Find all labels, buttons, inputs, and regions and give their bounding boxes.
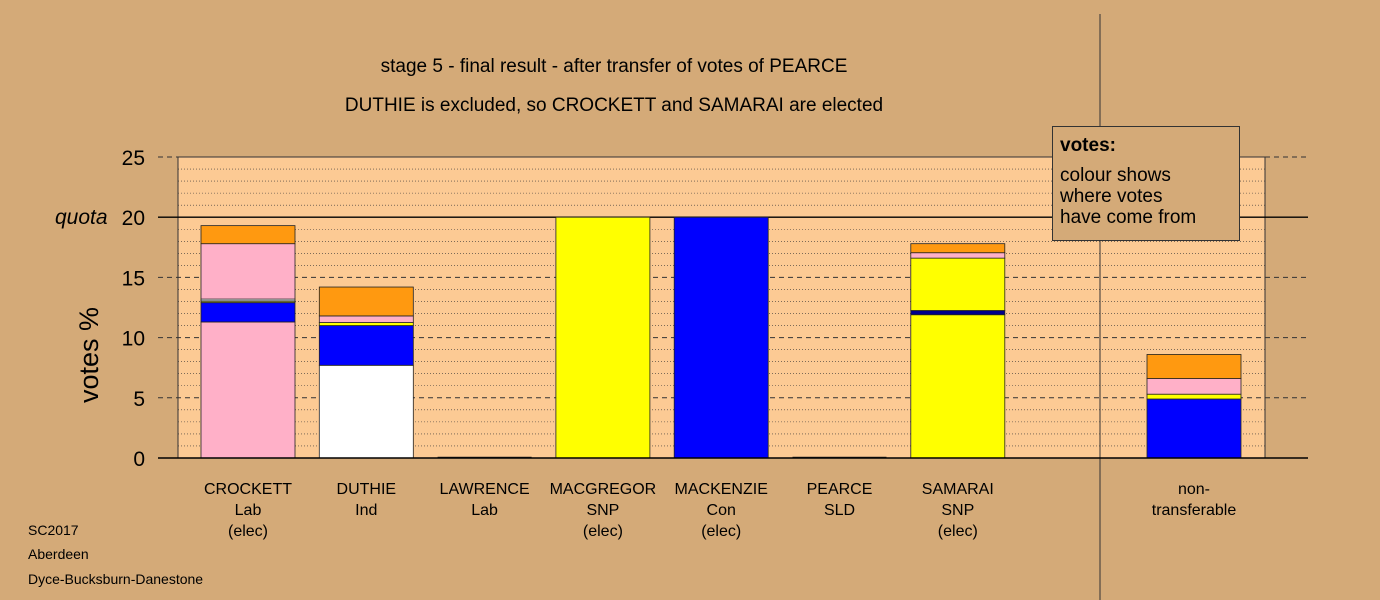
quota-label: quota [55, 206, 108, 229]
axes: 0 5 10 15 20 25 CROCKETT Lab (elec) DUTHIE Ind LAWR… [122, 14, 1308, 600]
bar-crockett-segment [200, 302, 296, 323]
legend-title: votes: [1060, 135, 1116, 156]
candidate-party-label: Lab [235, 502, 262, 519]
legend-line: have come from [1060, 207, 1197, 228]
chart-title: stage 5 - final result - after transfer … [381, 56, 848, 77]
bar-samarai-segment [910, 243, 1006, 254]
bar-crockett-segment [200, 225, 296, 245]
bar-nontransferable-segment [1146, 378, 1242, 395]
candidate-name-label: SAMARAI [922, 481, 994, 498]
y-tick-label: 0 [133, 448, 145, 471]
y-tick-label: 10 [122, 328, 145, 351]
candidate-status-label: (elec) [938, 523, 978, 540]
bar-mackenzie-segment [673, 216, 769, 459]
footer-election: SC2017 [28, 522, 79, 538]
y-axis-label: votes % [74, 307, 104, 403]
bar-duthie-segment [318, 364, 414, 459]
y-tick-label: 15 [122, 267, 145, 290]
bar-duthie-segment [318, 286, 414, 317]
bar-macgregor-segment [555, 216, 651, 459]
chart-subtitle: DUTHIE is excluded, so CROCKETT and SAMA… [345, 95, 883, 116]
candidate-party-label: SLD [824, 502, 855, 519]
candidate-status-label: (elec) [228, 523, 268, 540]
bar-nontransferable-segment [1146, 398, 1242, 459]
candidate-party-label: Con [707, 502, 736, 519]
bar-samarai-segment [910, 314, 1006, 459]
bar-samarai-segment [910, 310, 1006, 316]
bar-samarai-segment [910, 257, 1006, 311]
candidate-party-label: Ind [355, 502, 377, 519]
bar-nontransferable-segment [1146, 393, 1242, 400]
candidate-name-label: PEARCE [807, 481, 873, 498]
candidate-name-label: DUTHIE [337, 481, 397, 498]
y-tick-label: 5 [133, 388, 145, 411]
bar-crockett-segment [200, 243, 296, 300]
bar-crockett-segment [200, 321, 296, 459]
candidate-party-label: SNP [941, 502, 974, 519]
legend-line: colour shows [1060, 165, 1171, 186]
legend-line: where votes [1060, 186, 1163, 207]
candidate-status-label: (elec) [701, 523, 741, 540]
candidate-status-label: (elec) [583, 523, 623, 540]
bar-nontransferable-segment [1146, 354, 1242, 379]
candidate-name-label: LAWRENCE [440, 481, 530, 498]
candidate-name-label: MACKENZIE [675, 481, 768, 498]
candidate-party-label: SNP [586, 502, 619, 519]
y-tick-label: 20 [122, 207, 145, 230]
bar-duthie-segment [318, 325, 414, 366]
footer-council: Aberdeen [28, 546, 89, 562]
candidate-name-label: CROCKETT [204, 481, 292, 498]
y-tick-label: 25 [122, 147, 145, 170]
candidate-party-label: Lab [471, 502, 498, 519]
candidate-name-label: MACGREGOR [550, 481, 657, 498]
footer-ward: Dyce-Bucksburn-Danestone [28, 571, 204, 587]
bar-duthie-segment [318, 322, 414, 326]
bar-duthie-segment [318, 315, 414, 323]
nontransferable-label: transferable [1152, 502, 1237, 519]
bars [200, 216, 1242, 459]
nontransferable-label: non- [1178, 481, 1210, 498]
legend-box: votes: colour shows where votes have com… [1052, 126, 1240, 241]
bar-samarai-segment [910, 252, 1006, 259]
